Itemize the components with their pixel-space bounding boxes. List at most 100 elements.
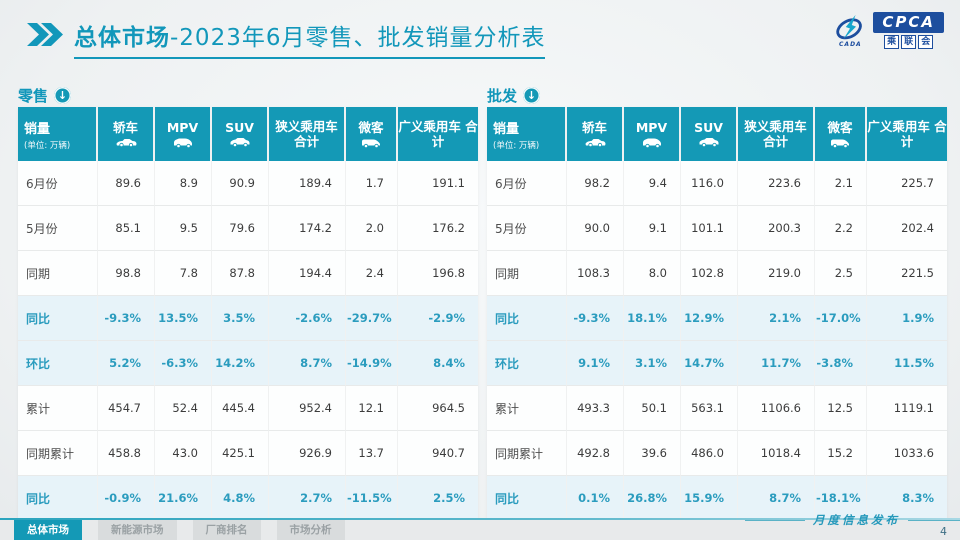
retail-section-label: 零售 (18, 87, 49, 105)
footer-note-text: 月度信息发布 (813, 513, 900, 527)
row-label: 同期累计 (487, 431, 567, 476)
cell-value: 1119.1 (867, 386, 947, 431)
cell-value: 194.4 (269, 251, 346, 296)
note-line-left (745, 519, 805, 521)
col-header: 轿车 (98, 107, 155, 161)
cell-value: 2.1% (738, 296, 815, 341)
col-header: 狭义乘用车 合计 (738, 107, 815, 161)
cell-value: 2.7% (269, 476, 346, 521)
cell-value: 102.8 (681, 251, 738, 296)
page-title: 总体市场-2023年6月零售、批发销量分析表 (74, 18, 546, 59)
cell-value: 15.2 (815, 431, 867, 476)
page-number: 4 (940, 525, 947, 538)
footer-tab[interactable]: 新能源市场 (98, 520, 177, 540)
wholesale-section-header: 批发 ↓ (487, 85, 541, 106)
row-label: 环比 (18, 341, 98, 386)
cell-value: 90.0 (567, 206, 624, 251)
cell-value: 90.9 (212, 161, 269, 206)
cell-value: -11.5% (346, 476, 398, 521)
row-label: 同比 (487, 476, 567, 521)
cell-value: 458.8 (98, 431, 155, 476)
table-row: 同比 -0.9% 21.6% 4.8% 2.7% -11.5% 2.5% (18, 476, 478, 521)
row-label: 累计 (487, 386, 567, 431)
cell-value: 225.7 (867, 161, 947, 206)
table-row: 同比 -9.3% 18.1% 12.9% 2.1% -17.0% 1.9% (487, 296, 947, 341)
col-header: 微客 (346, 107, 398, 161)
table-row: 累计 493.3 50.1 563.1 1106.6 12.5 1119.1 (487, 386, 947, 431)
col-header: SUV (681, 107, 738, 161)
cpca-emblem-text: CADA (839, 41, 862, 48)
cell-value: 2.0 (346, 206, 398, 251)
cell-value: 486.0 (681, 431, 738, 476)
col-header: 微客 (815, 107, 867, 161)
row-label: 同期累计 (18, 431, 98, 476)
cell-value: 12.5 (815, 386, 867, 431)
cpca-cn-char: 联 (901, 35, 917, 49)
cell-value: 13.5% (155, 296, 212, 341)
row-label: 累计 (18, 386, 98, 431)
row-label: 6月份 (18, 161, 98, 206)
cell-value: 43.0 (155, 431, 212, 476)
cell-value: -2.6% (269, 296, 346, 341)
cell-value: -14.9% (346, 341, 398, 386)
row-label: 环比 (487, 341, 567, 386)
table-row: 5月份 90.0 9.1 101.1 200.3 2.2 202.4 (487, 206, 947, 251)
cell-value: 5.2% (98, 341, 155, 386)
cell-value: 2.1 (815, 161, 867, 206)
cell-value: 174.2 (269, 206, 346, 251)
table-row: 累计 454.7 52.4 445.4 952.4 12.1 964.5 (18, 386, 478, 431)
table-row: 5月份 85.1 9.5 79.6 174.2 2.0 176.2 (18, 206, 478, 251)
cell-value: 9.1 (624, 206, 681, 251)
cell-value: 11.7% (738, 341, 815, 386)
cell-value: 445.4 (212, 386, 269, 431)
cell-value: 50.1 (624, 386, 681, 431)
cell-value: 492.8 (567, 431, 624, 476)
cell-value: -6.3% (155, 341, 212, 386)
col-header: SUV (212, 107, 269, 161)
cell-value: 219.0 (738, 251, 815, 296)
cell-value: 116.0 (681, 161, 738, 206)
footer-tab[interactable]: 厂商排名 (192, 520, 261, 540)
col-header: 轿车 (567, 107, 624, 161)
cell-value: -0.9% (98, 476, 155, 521)
cell-value: 98.8 (98, 251, 155, 296)
col-header: 广义乘用车 合计 (398, 107, 478, 161)
cell-value: 223.6 (738, 161, 815, 206)
wholesale-section-label: 批发 (487, 87, 518, 105)
microvan-icon (829, 137, 851, 149)
cell-value: 14.2% (212, 341, 269, 386)
footer-tab[interactable]: 总体市场 (14, 520, 82, 540)
page-title-rest: -2023年6月零售、批发销量分析表 (170, 25, 546, 51)
down-arrow-icon: ↓ (54, 87, 72, 104)
cell-value: 176.2 (398, 206, 478, 251)
footer-divider (0, 518, 960, 520)
cell-value: -9.3% (98, 296, 155, 341)
wholesale-table: 销量 (单位: 万辆) 轿车 MPV SUV 狭义乘用车 合计 微客 广义乘用车 合计 6月份 9… (487, 107, 947, 521)
cpca-cn-char: 会 (918, 35, 934, 49)
cell-value: 202.4 (867, 206, 947, 251)
cell-value: -2.9% (398, 296, 478, 341)
footer-tab[interactable]: 市场分析 (276, 520, 345, 540)
cell-value: 425.1 (212, 431, 269, 476)
table-row: 同比 -9.3% 13.5% 3.5% -2.6% -29.7% -2.9% (18, 296, 478, 341)
row-label: 5月份 (18, 206, 98, 251)
cell-value: 2.5% (398, 476, 478, 521)
cell-value: -18.1% (815, 476, 867, 521)
cell-value: 2.5 (815, 251, 867, 296)
cell-value: 39.6 (624, 431, 681, 476)
cell-value: 454.7 (98, 386, 155, 431)
table-row: 同期累计 458.8 43.0 425.1 926.9 13.7 940.7 (18, 431, 478, 476)
row-label: 同期 (18, 251, 98, 296)
footer-nav-tabs: 总体市场 新能源市场 厂商排名 市场分析 (14, 520, 345, 540)
row-label: 5月份 (487, 206, 567, 251)
col-header: 广义乘用车 合计 (867, 107, 947, 161)
cell-value: 9.5 (155, 206, 212, 251)
cell-value: 14.7% (681, 341, 738, 386)
cell-value: 52.4 (155, 386, 212, 431)
sales-unit-header: 销量 (单位: 万辆) (487, 107, 567, 161)
cell-value: 964.5 (398, 386, 478, 431)
cell-value: 3.1% (624, 341, 681, 386)
cell-value: 18.1% (624, 296, 681, 341)
cell-value: 1.9% (867, 296, 947, 341)
row-label: 6月份 (487, 161, 567, 206)
